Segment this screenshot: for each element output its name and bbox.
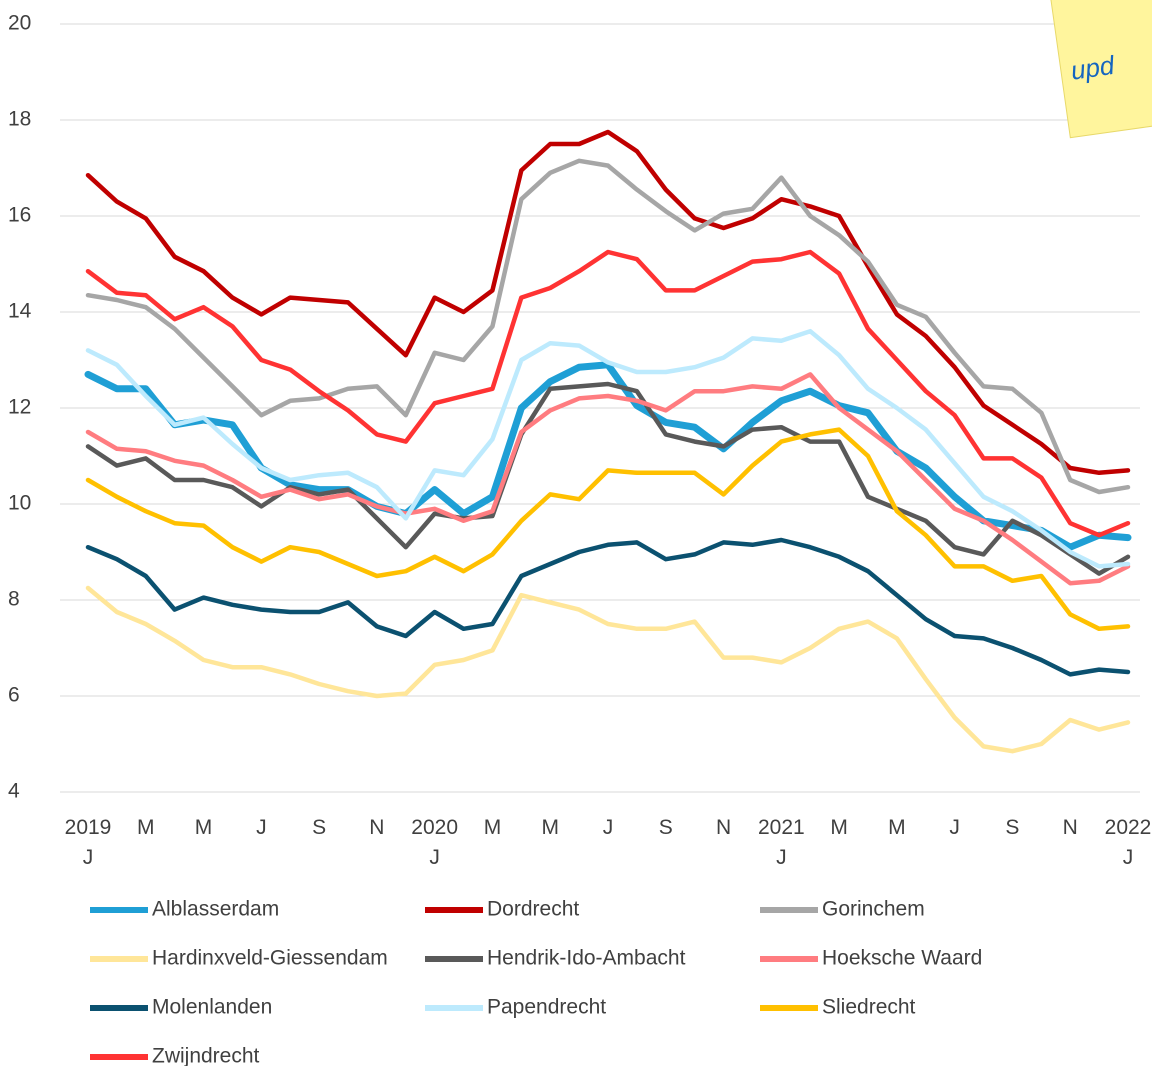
y-tick-label: 20 xyxy=(8,12,31,35)
x-tick-label: J xyxy=(603,816,614,839)
legend-label: Gorinchem xyxy=(822,898,925,921)
series-line xyxy=(85,537,1131,677)
x-tick-label: M xyxy=(484,816,502,839)
series-line xyxy=(85,328,1131,569)
series-line xyxy=(85,249,1131,538)
y-tick-label: 18 xyxy=(8,108,31,131)
legend-label: Dordrecht xyxy=(487,898,579,921)
y-tick-label: 12 xyxy=(8,396,31,419)
x-tick-label: N xyxy=(716,816,731,839)
x-tick-label: M xyxy=(830,816,848,839)
series-line xyxy=(85,585,1131,754)
legend-label: Hendrik-Ido-Ambacht xyxy=(487,947,686,970)
series-line xyxy=(85,372,1131,586)
series-line xyxy=(85,427,1131,632)
x-tick-label: M xyxy=(195,816,213,839)
legend-label: Papendrecht xyxy=(487,996,606,1019)
y-tick-label: 16 xyxy=(8,204,31,227)
x-tick-label: 2020 J xyxy=(411,816,458,869)
legend-label: Hardinxveld-Giessendam xyxy=(152,947,388,970)
legend-label: Molenlanden xyxy=(152,996,272,1019)
x-tick-label: M xyxy=(888,816,906,839)
legend-label: Alblasserdam xyxy=(152,898,279,921)
sticky-note: upd xyxy=(1048,0,1152,139)
y-tick-label: 8 xyxy=(8,588,20,611)
y-tick-label: 4 xyxy=(8,780,20,803)
series-line xyxy=(85,158,1131,495)
y-tick-label: 6 xyxy=(8,684,20,707)
note-paper xyxy=(1048,0,1152,139)
series-line xyxy=(85,381,1131,576)
x-tick-label: M xyxy=(137,816,155,839)
x-tick-label: N xyxy=(369,816,384,839)
x-tick-label: 2019 J xyxy=(65,816,112,869)
note-text: upd xyxy=(1069,50,1118,86)
x-tick-label: 2021 J xyxy=(758,816,805,869)
legend-label: Hoeksche Waard xyxy=(822,947,982,970)
x-tick-label: 2022 J xyxy=(1105,816,1152,869)
legend-label: Zwijndrecht xyxy=(152,1045,260,1066)
x-tick-label: N xyxy=(1063,816,1078,839)
x-tick-label: S xyxy=(1005,816,1019,839)
y-tick-label: 14 xyxy=(8,300,32,323)
x-tick-label: M xyxy=(541,816,559,839)
x-tick-label: J xyxy=(949,816,960,839)
x-tick-label: S xyxy=(659,816,673,839)
series-line xyxy=(85,129,1131,476)
legend-label: Sliedrecht xyxy=(822,996,916,1019)
x-tick-label: S xyxy=(312,816,326,839)
y-tick-label: 10 xyxy=(8,492,31,515)
x-tick-label: J xyxy=(256,816,267,839)
